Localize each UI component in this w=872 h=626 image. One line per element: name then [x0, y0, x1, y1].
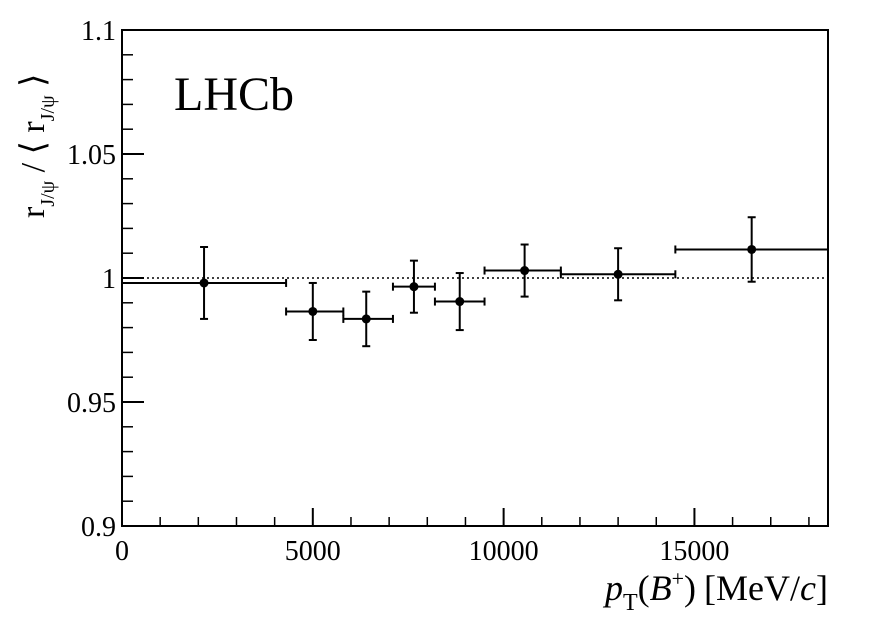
x-label-b: B [650, 568, 672, 608]
y-label-sub1: J/ψ [37, 180, 59, 206]
x-tick-label: 5000 [285, 536, 341, 567]
x-tick-label: 15000 [659, 536, 729, 567]
x-tick-label: 10000 [469, 536, 539, 567]
data-point [674, 216, 829, 283]
x-label-sup: + [672, 566, 684, 591]
x-tick-label: 0 [115, 536, 129, 567]
axis-ticks: 0 5000 10000 15000 0.9 0.95 1 1.05 1.1 [67, 16, 810, 567]
x-label-unit-prefix: [MeV/ [704, 568, 800, 608]
y-label-sub2: J/ψ [37, 95, 59, 121]
data-point [121, 246, 288, 320]
x-label-paren-close: ) [684, 568, 696, 608]
data-marker [409, 282, 419, 292]
y-tick-label: 1.1 [81, 16, 116, 47]
data-point [559, 247, 677, 302]
data-marker [308, 306, 318, 316]
y-tick-label: 0.95 [67, 388, 116, 419]
data-marker [455, 297, 465, 307]
y-label-close: ⟩ [15, 74, 52, 96]
y-label-r1: r [15, 206, 52, 218]
y-tick-label: 1 [102, 264, 116, 295]
y-tick-label: 0.9 [81, 512, 116, 543]
x-label-unit-suffix: ] [816, 568, 828, 608]
data-marker [361, 314, 371, 324]
data-marker [520, 266, 530, 276]
data-point [342, 290, 394, 348]
y-tick-label: 1.05 [67, 140, 116, 171]
x-label-sub: T [623, 590, 638, 616]
data-points [121, 216, 829, 348]
x-label-paren-open: ( [638, 568, 650, 608]
x-label-p: p [602, 568, 623, 608]
data-point [483, 243, 562, 298]
data-marker [613, 269, 623, 279]
data-marker [747, 244, 757, 254]
data-point [285, 281, 345, 341]
data-point [391, 259, 436, 314]
x-label-c: c [800, 568, 816, 608]
data-marker [199, 278, 209, 288]
y-axis-label: rJ/ψ / ⟨ rJ/ψ ⟩ [15, 74, 59, 218]
y-label-mid: / ⟨ r [15, 121, 52, 181]
data-point [433, 272, 486, 332]
experiment-label: LHCb [174, 68, 294, 121]
x-axis-label: pT(B+) [MeV/c] [602, 566, 828, 616]
